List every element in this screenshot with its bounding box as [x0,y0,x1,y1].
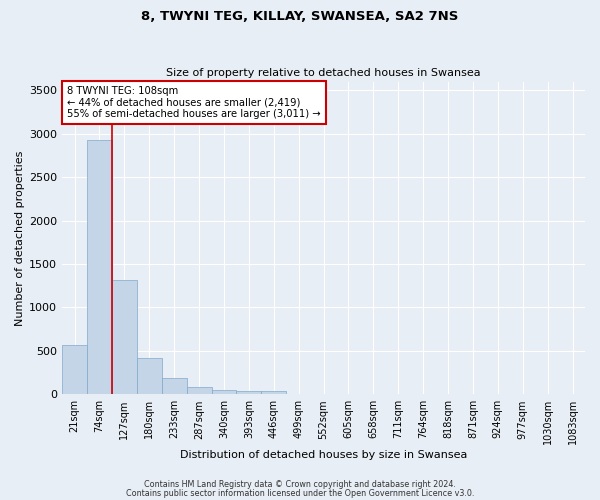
Bar [62,345,87,395]
Bar [112,280,137,394]
Bar [137,358,162,395]
Bar [162,378,187,394]
Y-axis label: Number of detached properties: Number of detached properties [15,150,25,326]
Bar [262,392,286,394]
Title: Size of property relative to detached houses in Swansea: Size of property relative to detached ho… [166,68,481,78]
X-axis label: Distribution of detached houses by size in Swansea: Distribution of detached houses by size … [180,450,467,460]
Text: Contains HM Land Registry data © Crown copyright and database right 2024.: Contains HM Land Registry data © Crown c… [144,480,456,489]
Text: 8 TWYNI TEG: 108sqm
← 44% of detached houses are smaller (2,419)
55% of semi-det: 8 TWYNI TEG: 108sqm ← 44% of detached ho… [67,86,321,120]
Text: 8, TWYNI TEG, KILLAY, SWANSEA, SA2 7NS: 8, TWYNI TEG, KILLAY, SWANSEA, SA2 7NS [142,10,458,23]
Bar [212,390,236,394]
Bar [236,391,262,394]
Text: Contains public sector information licensed under the Open Government Licence v3: Contains public sector information licen… [126,489,474,498]
Bar [187,388,212,394]
Bar [87,140,112,394]
